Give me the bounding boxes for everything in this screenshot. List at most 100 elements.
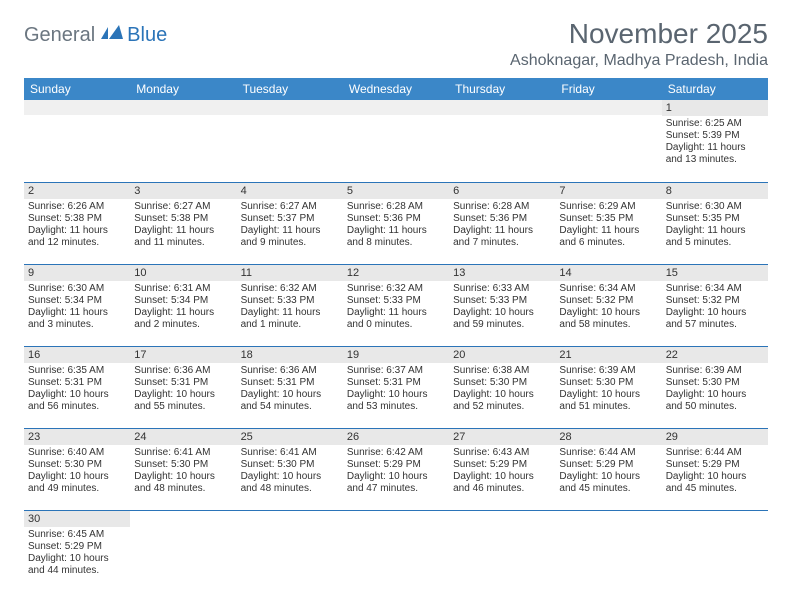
daylight-text: Daylight: 10 hours and 59 minutes. [453,307,551,331]
day-number: 17 [130,347,236,363]
sunset-text: Sunset: 5:34 PM [28,295,126,307]
calendar-cell [555,510,661,592]
sunrise-text: Sunrise: 6:37 AM [347,365,445,377]
day-number: 25 [237,429,343,445]
calendar-cell [237,100,343,182]
daylight-text: Daylight: 11 hours and 9 minutes. [241,225,339,249]
day-details: Sunrise: 6:31 AMSunset: 5:34 PMDaylight:… [130,281,236,333]
sunrise-text: Sunrise: 6:27 AM [134,201,232,213]
calendar-cell: 9Sunrise: 6:30 AMSunset: 5:34 PMDaylight… [24,264,130,346]
empty-day-bar [449,100,555,115]
sunset-text: Sunset: 5:35 PM [666,213,764,225]
sunrise-text: Sunrise: 6:32 AM [241,283,339,295]
day-details: Sunrise: 6:38 AMSunset: 5:30 PMDaylight:… [449,363,555,415]
calendar-header-row: Sunday Monday Tuesday Wednesday Thursday… [24,78,768,100]
day-number: 28 [555,429,661,445]
day-number: 9 [24,265,130,281]
calendar-cell: 26Sunrise: 6:42 AMSunset: 5:29 PMDayligh… [343,428,449,510]
day-details: Sunrise: 6:44 AMSunset: 5:29 PMDaylight:… [662,445,768,497]
title-block: November 2025 Ashoknagar, Madhya Pradesh… [510,18,768,70]
calendar-cell: 5Sunrise: 6:28 AMSunset: 5:36 PMDaylight… [343,182,449,264]
calendar-cell [237,510,343,592]
sunset-text: Sunset: 5:31 PM [347,377,445,389]
calendar-cell: 2Sunrise: 6:26 AMSunset: 5:38 PMDaylight… [24,182,130,264]
sunrise-text: Sunrise: 6:25 AM [666,118,764,130]
sunset-text: Sunset: 5:29 PM [453,459,551,471]
daylight-text: Daylight: 10 hours and 48 minutes. [134,471,232,495]
calendar-cell: 30 Sunrise: 6:45 AMSunset: 5:29 PMDayligh… [24,510,130,592]
daylight-text: Daylight: 11 hours and 7 minutes. [453,225,551,249]
daylight-text: Daylight: 11 hours and 8 minutes. [347,225,445,249]
day-number: 23 [24,429,130,445]
calendar-cell [449,100,555,182]
day-number: 22 [662,347,768,363]
sunrise-text: Sunrise: 6:29 AM [559,201,657,213]
calendar-cell: 20Sunrise: 6:38 AMSunset: 5:30 PMDayligh… [449,346,555,428]
sunset-text: Sunset: 5:39 PM [666,130,764,142]
sunset-text: Sunset: 5:37 PM [241,213,339,225]
daylight-text: Daylight: 11 hours and 6 minutes. [559,225,657,249]
day-details: Sunrise: 6:33 AMSunset: 5:33 PMDaylight:… [449,281,555,333]
day-header: Wednesday [343,78,449,100]
day-number: 19 [343,347,449,363]
sunrise-text: Sunrise: 6:33 AM [453,283,551,295]
day-number: 24 [130,429,236,445]
location: Ashoknagar, Madhya Pradesh, India [510,52,768,70]
day-details: Sunrise: 6:30 AMSunset: 5:35 PMDaylight:… [662,199,768,251]
sunset-text: Sunset: 5:29 PM [28,541,126,553]
day-details: Sunrise: 6:41 AMSunset: 5:30 PMDaylight:… [237,445,343,497]
flag-icon [101,25,123,46]
empty-day-bar [237,100,343,115]
day-number: 14 [555,265,661,281]
sunrise-text: Sunrise: 6:36 AM [241,365,339,377]
calendar-cell: 6Sunrise: 6:28 AMSunset: 5:36 PMDaylight… [449,182,555,264]
day-details: Sunrise: 6:32 AMSunset: 5:33 PMDaylight:… [343,281,449,333]
calendar-cell [662,510,768,592]
sunrise-text: Sunrise: 6:44 AM [666,447,764,459]
sunrise-text: Sunrise: 6:30 AM [666,201,764,213]
sunset-text: Sunset: 5:33 PM [453,295,551,307]
day-details: Sunrise: 6:44 AMSunset: 5:29 PMDaylight:… [555,445,661,497]
day-details: Sunrise: 6:42 AMSunset: 5:29 PMDaylight:… [343,445,449,497]
sunrise-text: Sunrise: 6:26 AM [28,201,126,213]
sunrise-text: Sunrise: 6:31 AM [134,283,232,295]
calendar-cell: 12Sunrise: 6:32 AMSunset: 5:33 PMDayligh… [343,264,449,346]
calendar-cell [555,100,661,182]
day-number: 5 [343,183,449,199]
sunrise-text: Sunrise: 6:32 AM [347,283,445,295]
day-header: Thursday [449,78,555,100]
logo: General Blue [24,24,167,47]
sunrise-text: Sunrise: 6:38 AM [453,365,551,377]
day-number: 16 [24,347,130,363]
day-details: Sunrise: 6:28 AMSunset: 5:36 PMDaylight:… [449,199,555,251]
calendar-cell: 21Sunrise: 6:39 AMSunset: 5:30 PMDayligh… [555,346,661,428]
day-number: 15 [662,265,768,281]
calendar-cell [24,100,130,182]
day-number: 27 [449,429,555,445]
daylight-text: Daylight: 10 hours and 45 minutes. [666,471,764,495]
calendar-week-row: 2Sunrise: 6:26 AMSunset: 5:38 PMDaylight… [24,182,768,264]
calendar-page: General Blue November 2025 Ashoknagar, M… [0,0,792,610]
calendar-cell [130,510,236,592]
sunset-text: Sunset: 5:29 PM [666,459,764,471]
day-number: 6 [449,183,555,199]
calendar-cell: 7Sunrise: 6:29 AMSunset: 5:35 PMDaylight… [555,182,661,264]
sunset-text: Sunset: 5:31 PM [241,377,339,389]
daylight-text: Daylight: 11 hours and 13 minutes. [666,142,764,166]
sunset-text: Sunset: 5:29 PM [559,459,657,471]
day-details: Sunrise: 6:36 AMSunset: 5:31 PMDaylight:… [237,363,343,415]
calendar-cell [130,100,236,182]
calendar-cell: 15Sunrise: 6:34 AMSunset: 5:32 PMDayligh… [662,264,768,346]
sunrise-text: Sunrise: 6:41 AM [134,447,232,459]
calendar-cell: 13Sunrise: 6:33 AMSunset: 5:33 PMDayligh… [449,264,555,346]
daylight-text: Daylight: 11 hours and 5 minutes. [666,225,764,249]
daylight-text: Daylight: 10 hours and 44 minutes. [28,553,126,577]
day-header: Monday [130,78,236,100]
sunrise-text: Sunrise: 6:45 AM [28,529,126,541]
sunset-text: Sunset: 5:33 PM [347,295,445,307]
sunset-text: Sunset: 5:29 PM [347,459,445,471]
day-number: 26 [343,429,449,445]
sunrise-text: Sunrise: 6:42 AM [347,447,445,459]
day-number: 30 [24,511,130,527]
day-details: Sunrise: 6:28 AMSunset: 5:36 PMDaylight:… [343,199,449,251]
